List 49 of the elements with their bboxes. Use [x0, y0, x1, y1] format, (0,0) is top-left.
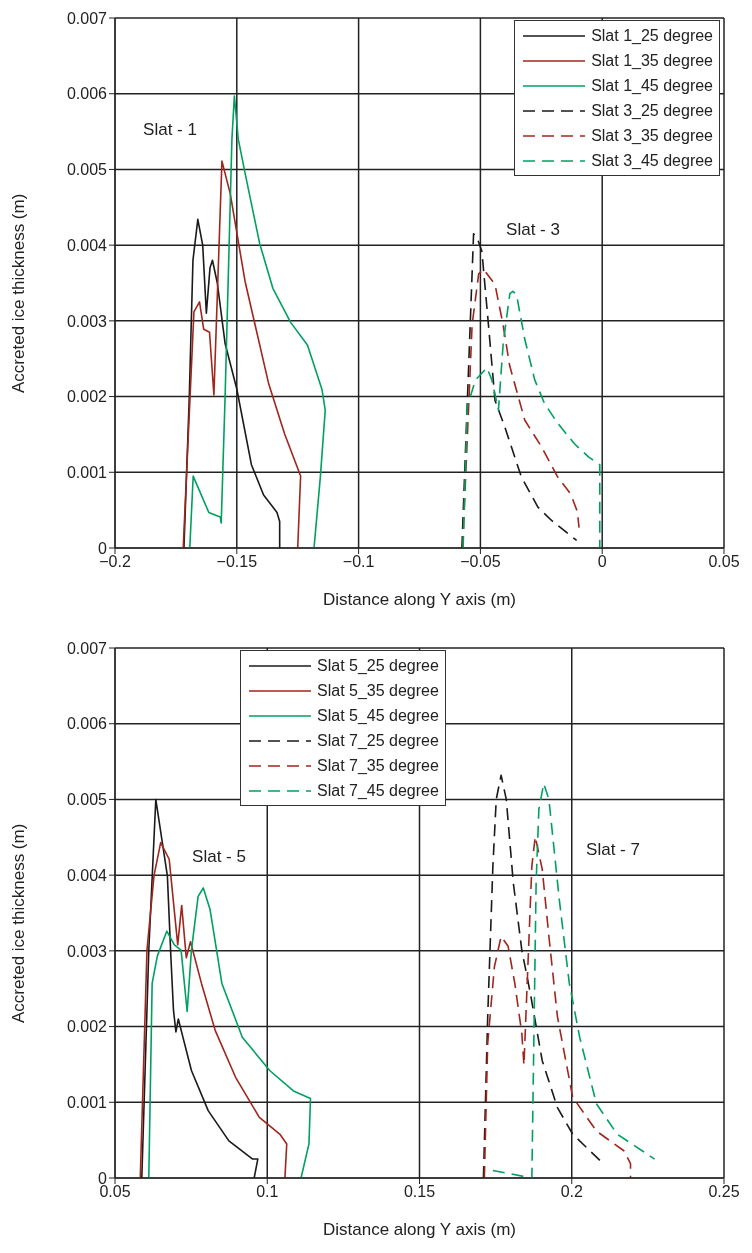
y-tick-label: 0.001 [66, 1093, 108, 1111]
x-axis-title: Distance along Y axis (m) [322, 1220, 517, 1239]
legend-label: Slat 5_35 degree [317, 681, 439, 700]
y-tick-label: 0.002 [66, 1018, 108, 1036]
x-axis-title: Distance along Y axis (m) [322, 590, 517, 609]
legend-label: Slat 1_25 degree [591, 26, 713, 45]
legend-label: Slat 1_45 degree [591, 76, 713, 95]
y-tick-label: 0.002 [66, 388, 108, 406]
x-tick-label: 0 [597, 553, 607, 571]
line-series [148, 887, 312, 1178]
annotation: Slat - 7 [586, 840, 640, 860]
x-tick-label: −0.1 [342, 553, 375, 571]
x-tick-label: −0.15 [216, 553, 258, 571]
annotation: Slat - 1 [143, 120, 197, 140]
y-tick-label: 0.005 [66, 791, 108, 809]
line-series [188, 95, 327, 548]
y-tick-label: 0.001 [66, 463, 108, 481]
legend-label: Slat 5_25 degree [317, 656, 439, 675]
y-tick-label: 0.004 [66, 866, 108, 884]
line-series [139, 841, 288, 1178]
x-tick-label: 0.25 [708, 1183, 740, 1201]
legend-label: Slat 7_45 degree [317, 781, 439, 800]
line-series [182, 160, 302, 548]
y-axis-title: Accreted ice thickness (m) [9, 823, 29, 1023]
legend-label: Slat 7_25 degree [317, 731, 439, 750]
legend-label: Slat 1_35 degree [591, 51, 713, 70]
y-tick-label: 0.003 [66, 312, 108, 330]
y-axis-title: Accreted ice thickness (m) [9, 193, 29, 393]
line-series [462, 290, 601, 548]
y-tick-label: 0.005 [66, 161, 108, 179]
x-tick-label: 0.2 [560, 1183, 583, 1201]
x-tick-label: 0.1 [256, 1183, 279, 1201]
legend-label: Slat 3_35 degree [591, 126, 713, 145]
legend-label: Slat 7_35 degree [317, 756, 439, 775]
x-tick-label: 0.05 [708, 553, 740, 571]
legend-label: Slat 5_45 degree [317, 706, 439, 725]
y-tick-label: 0.007 [66, 639, 108, 657]
x-tick-label: 0.05 [99, 1183, 131, 1201]
x-tick-label: 0.15 [403, 1183, 436, 1201]
annotation: Slat - 3 [506, 220, 560, 240]
y-tick-label: 0.004 [66, 236, 108, 254]
legend-label: Slat 3_25 degree [591, 101, 713, 120]
y-tick-label: 0.007 [66, 9, 108, 27]
y-tick-label: 0.006 [66, 715, 108, 733]
y-tick-label: 0.003 [66, 942, 108, 960]
y-tick-label: 0.006 [66, 85, 108, 103]
x-tick-label: −0.05 [460, 553, 501, 571]
annotation: Slat - 5 [192, 847, 246, 867]
legend-label: Slat 3_45 degree [591, 151, 713, 170]
